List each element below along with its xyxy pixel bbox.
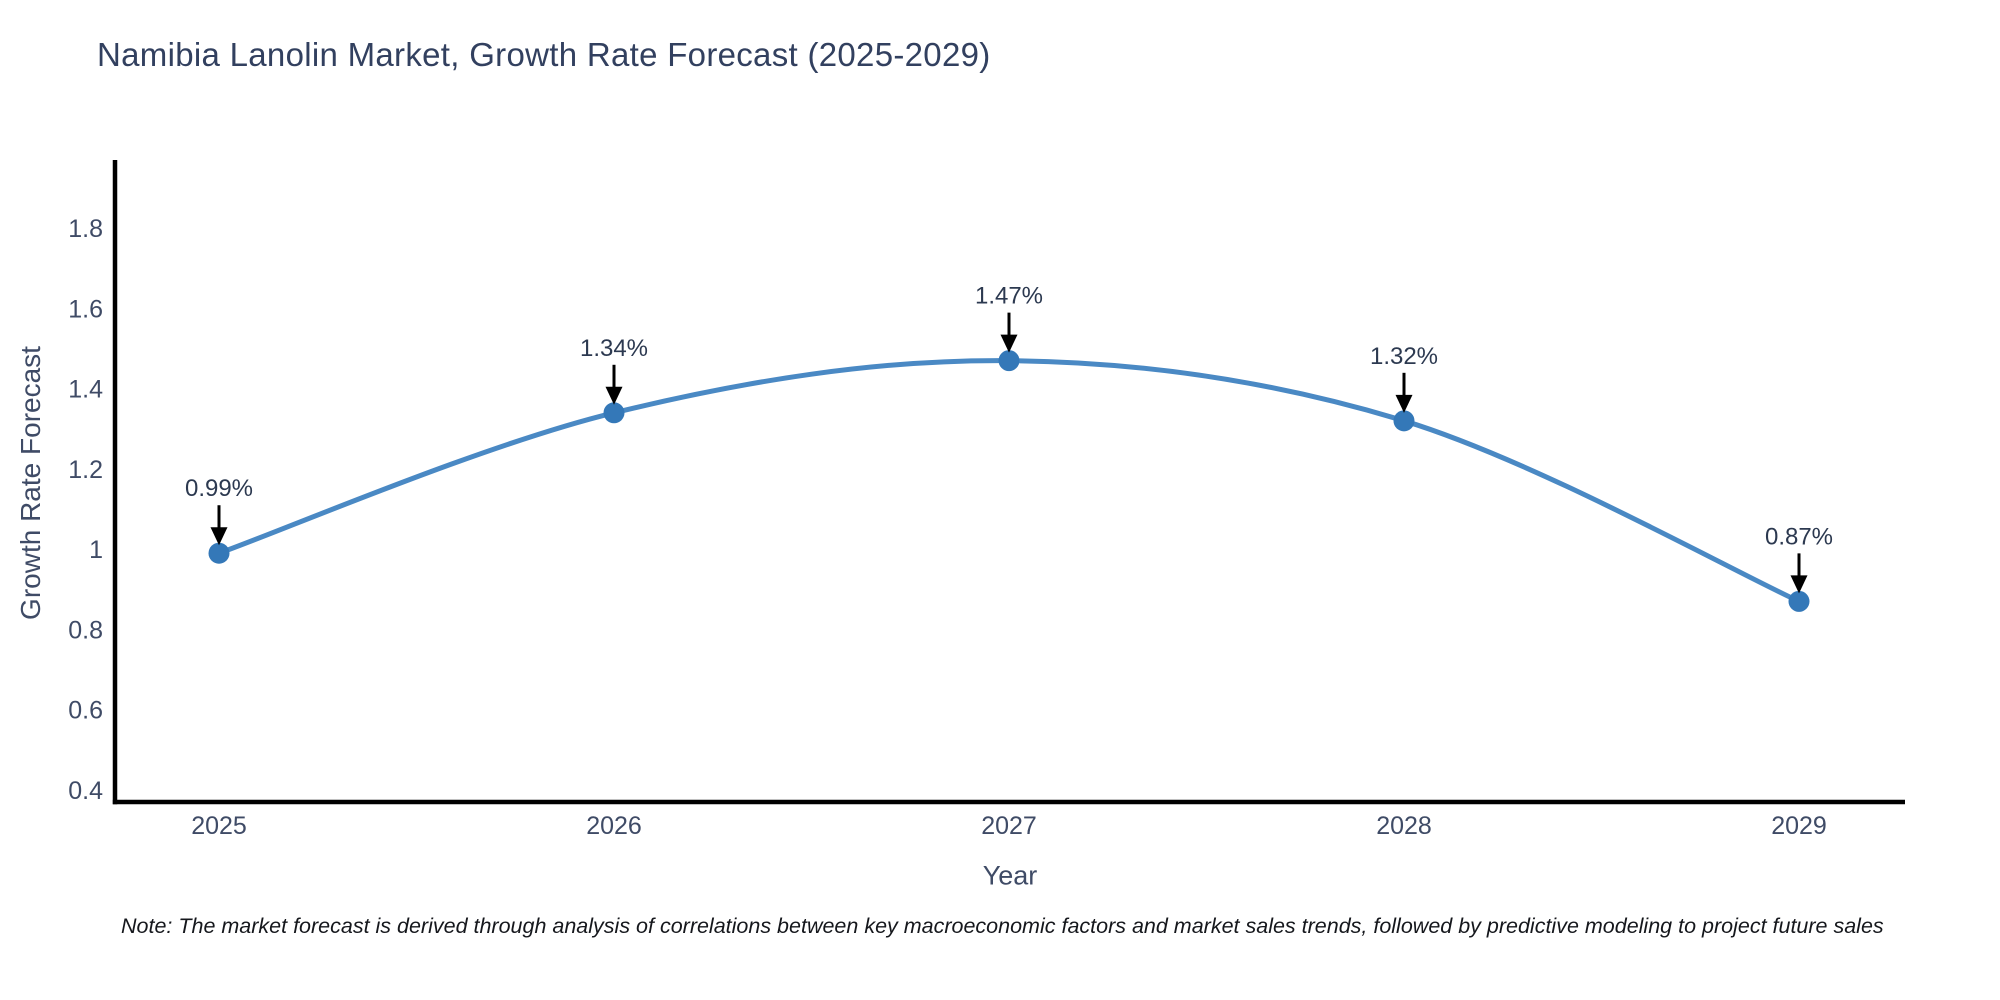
annotation-arrowhead — [1395, 394, 1413, 413]
y-tick-label: 1 — [89, 536, 103, 564]
y-tick-label: 0.4 — [68, 777, 103, 805]
x-axis-title: Year — [982, 860, 1038, 891]
footnote: Note: The market forecast is derived thr… — [121, 914, 1884, 938]
data-point-marker[interactable] — [603, 402, 625, 424]
x-tick-label: 2026 — [586, 812, 642, 840]
x-tick-label: 2027 — [981, 812, 1037, 840]
y-tick-label: 1.2 — [68, 456, 103, 484]
x-tick-label: 2029 — [1771, 812, 1827, 840]
annotation-label: 0.99% — [185, 475, 253, 502]
data-point-marker[interactable] — [1393, 410, 1415, 432]
trend-line — [216, 358, 1802, 604]
y-tick-label: 0.6 — [68, 697, 103, 725]
data-point-marker[interactable] — [1788, 590, 1810, 612]
annotation-label: 0.87% — [1765, 523, 1833, 550]
y-tick-label: 1.6 — [68, 295, 103, 323]
y-tick-label: 1.8 — [68, 215, 103, 243]
annotation-arrowhead — [1000, 334, 1018, 353]
annotation-label: 1.34% — [580, 335, 648, 362]
y-axis-title: Growth Rate Forecast — [15, 346, 46, 620]
x-tick-label: 2025 — [191, 812, 247, 840]
x-tick-label: 2028 — [1376, 812, 1432, 840]
chart-title: Namibia Lanolin Market, Growth Rate Fore… — [97, 36, 991, 73]
y-tick-label: 1.4 — [68, 376, 103, 404]
y-tick-label: 0.8 — [68, 616, 103, 644]
annotation-arrowhead — [210, 527, 228, 546]
annotation-arrowhead — [1790, 575, 1808, 594]
annotation-label: 1.47% — [975, 283, 1043, 310]
data-point-marker[interactable] — [208, 542, 230, 564]
annotation-label: 1.32% — [1370, 343, 1438, 370]
annotation-arrowhead — [605, 386, 623, 405]
data-point-marker[interactable] — [998, 350, 1020, 372]
